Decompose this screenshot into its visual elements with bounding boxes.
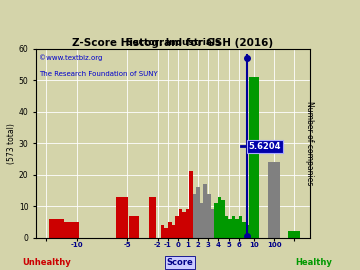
Bar bbox=[179, 209, 182, 238]
Bar bbox=[221, 200, 225, 238]
Bar bbox=[288, 231, 301, 238]
Text: Unhealthy: Unhealthy bbox=[22, 258, 71, 267]
Bar bbox=[239, 215, 243, 238]
Bar bbox=[211, 209, 214, 238]
Bar bbox=[243, 222, 246, 238]
Bar bbox=[200, 203, 203, 238]
Bar bbox=[175, 215, 179, 238]
Bar bbox=[228, 219, 232, 238]
Text: Healthy: Healthy bbox=[295, 258, 332, 267]
Bar bbox=[49, 219, 64, 238]
Text: Sector: Industrials: Sector: Industrials bbox=[126, 38, 220, 47]
Bar bbox=[186, 209, 189, 238]
Bar bbox=[168, 222, 171, 238]
Bar bbox=[207, 194, 211, 238]
Y-axis label: Number of companies: Number of companies bbox=[305, 101, 314, 185]
Bar bbox=[189, 171, 193, 238]
Bar bbox=[225, 215, 228, 238]
Bar bbox=[218, 197, 221, 238]
Bar bbox=[64, 222, 79, 238]
Y-axis label: (573 total): (573 total) bbox=[7, 123, 16, 164]
Bar bbox=[246, 225, 249, 238]
Bar bbox=[235, 219, 239, 238]
Bar bbox=[171, 225, 175, 238]
Bar bbox=[249, 77, 259, 238]
Text: Score: Score bbox=[167, 258, 193, 267]
Bar bbox=[182, 212, 186, 238]
Text: 5.6204: 5.6204 bbox=[249, 142, 281, 151]
Bar bbox=[268, 162, 280, 238]
Text: ©www.textbiz.org: ©www.textbiz.org bbox=[39, 54, 102, 61]
Bar bbox=[149, 197, 156, 238]
Bar bbox=[203, 184, 207, 238]
Bar bbox=[116, 197, 128, 238]
Bar bbox=[165, 228, 168, 238]
Text: The Research Foundation of SUNY: The Research Foundation of SUNY bbox=[39, 71, 157, 77]
Bar bbox=[193, 194, 196, 238]
Title: Z-Score Histogram for GSH (2016): Z-Score Histogram for GSH (2016) bbox=[72, 38, 273, 48]
Bar bbox=[214, 203, 218, 238]
Bar bbox=[161, 225, 165, 238]
Bar bbox=[129, 215, 139, 238]
Bar bbox=[232, 215, 235, 238]
Bar bbox=[196, 187, 200, 238]
